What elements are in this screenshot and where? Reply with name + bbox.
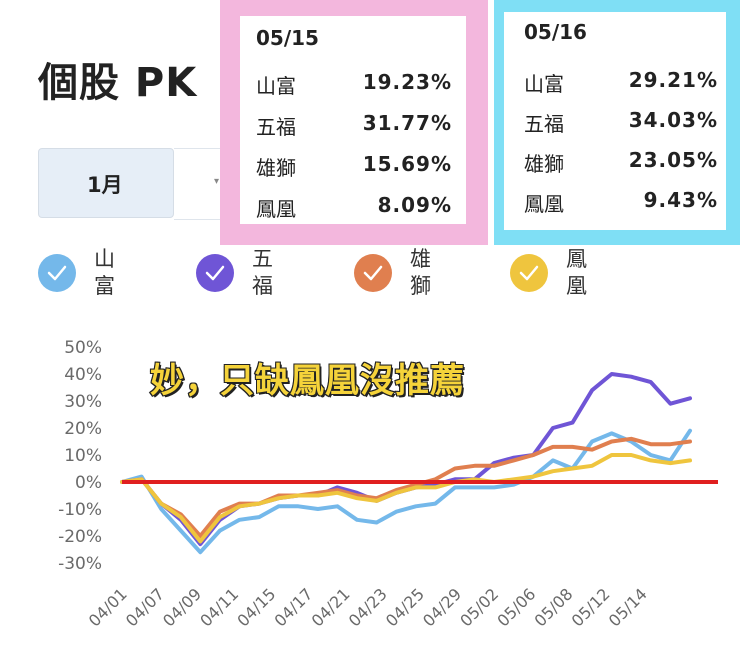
x-tick-label: 04/23 (345, 584, 391, 630)
check-icon[interactable] (196, 254, 234, 292)
line-chart: 50%40%30%20%10%0%-10%-20%-30%04/0104/070… (58, 338, 718, 630)
stock-name: 山富 (256, 74, 296, 98)
compare-row: 雄獅 15.69% (256, 152, 452, 181)
legend-label: 鳳凰 (566, 247, 587, 298)
stock-name: 雄獅 (256, 156, 296, 180)
y-tick-label: 40% (64, 365, 102, 385)
stock-return: 15.69% (362, 152, 452, 176)
stock-return: 19.23% (362, 70, 452, 94)
chevron-down-icon[interactable]: ▾ (214, 176, 220, 187)
legend-item-shanfu[interactable]: 山富 (38, 246, 116, 300)
check-icon[interactable] (38, 254, 76, 292)
y-tick-label: 50% (64, 338, 102, 358)
stock-return: 34.03% (628, 108, 718, 132)
x-tick-label: 04/11 (196, 584, 242, 630)
y-tick-label: -20% (58, 527, 102, 547)
compare-row: 鳳凰 9.43% (524, 188, 718, 217)
period-select-track[interactable] (174, 148, 234, 220)
period-select-label: 1月 (87, 173, 123, 197)
compare-row: 五福 31.77% (256, 111, 452, 140)
stock-name: 鳳凰 (524, 192, 564, 216)
series-line (120, 428, 692, 555)
x-tick-label: 04/07 (122, 584, 168, 630)
stock-name: 五福 (256, 115, 296, 139)
x-tick-label: 05/12 (568, 584, 614, 630)
x-tick-label: 04/01 (85, 584, 131, 630)
stock-name: 山富 (524, 72, 564, 96)
series-line (120, 453, 692, 544)
x-tick-label: 04/25 (382, 584, 428, 630)
compare-box-1: 05/15 山富 19.23% 五福 31.77% 雄獅 15.69% 鳳凰 8… (240, 16, 466, 224)
check-icon[interactable] (510, 254, 548, 292)
series-line (120, 436, 692, 538)
y-tick-label: -10% (58, 500, 102, 520)
stock-name: 雄獅 (524, 152, 564, 176)
compare-box-2: 05/16 山富 29.21% 五福 34.03% 雄獅 23.05% 鳳凰 9… (504, 12, 726, 230)
page-title: 個股 PK (38, 60, 198, 106)
stock-return: 31.77% (362, 111, 452, 135)
y-tick-label: 10% (64, 446, 102, 466)
stock-return: 8.09% (377, 193, 452, 217)
period-select[interactable]: 1月 (38, 148, 174, 218)
y-tick-label: 0% (75, 473, 102, 493)
y-tick-label: 20% (64, 419, 102, 439)
compare-row: 山富 29.21% (524, 68, 718, 97)
stock-return: 9.43% (643, 188, 718, 212)
legend-label: 五福 (252, 247, 273, 298)
x-tick-label: 04/29 (419, 584, 465, 630)
x-tick-label: 05/14 (605, 584, 651, 630)
x-tick-label: 05/08 (531, 584, 577, 630)
compare-row: 雄獅 23.05% (524, 148, 718, 177)
compare-date: 05/16 (524, 20, 587, 44)
x-tick-label: 04/15 (233, 584, 279, 630)
legend-item-wufu[interactable]: 五福 (196, 246, 274, 300)
x-tick-label: 04/21 (308, 584, 354, 630)
stock-name: 五福 (524, 112, 564, 136)
compare-row: 五福 34.03% (524, 108, 718, 137)
y-tick-label: -30% (58, 554, 102, 574)
y-tick-label: 30% (64, 392, 102, 412)
legend-label: 雄獅 (410, 247, 431, 298)
legend-label: 山富 (94, 247, 115, 298)
compare-row: 鳳凰 8.09% (256, 193, 452, 222)
stock-return: 29.21% (628, 68, 718, 92)
compare-row: 山富 19.23% (256, 70, 452, 99)
x-tick-label: 04/17 (271, 584, 317, 630)
x-tick-label: 05/02 (456, 584, 502, 630)
legend-item-xiongshi[interactable]: 雄獅 (354, 246, 432, 300)
check-icon[interactable] (354, 254, 392, 292)
legend-item-fenghuang[interactable]: 鳳凰 (510, 246, 588, 300)
x-tick-label: 05/06 (493, 584, 539, 630)
stock-return: 23.05% (628, 148, 718, 172)
x-tick-label: 04/09 (159, 584, 205, 630)
chart-annotation: 妙，只缺鳳凰沒推薦 (149, 360, 465, 402)
stock-name: 鳳凰 (256, 197, 296, 221)
compare-date: 05/15 (256, 26, 319, 50)
